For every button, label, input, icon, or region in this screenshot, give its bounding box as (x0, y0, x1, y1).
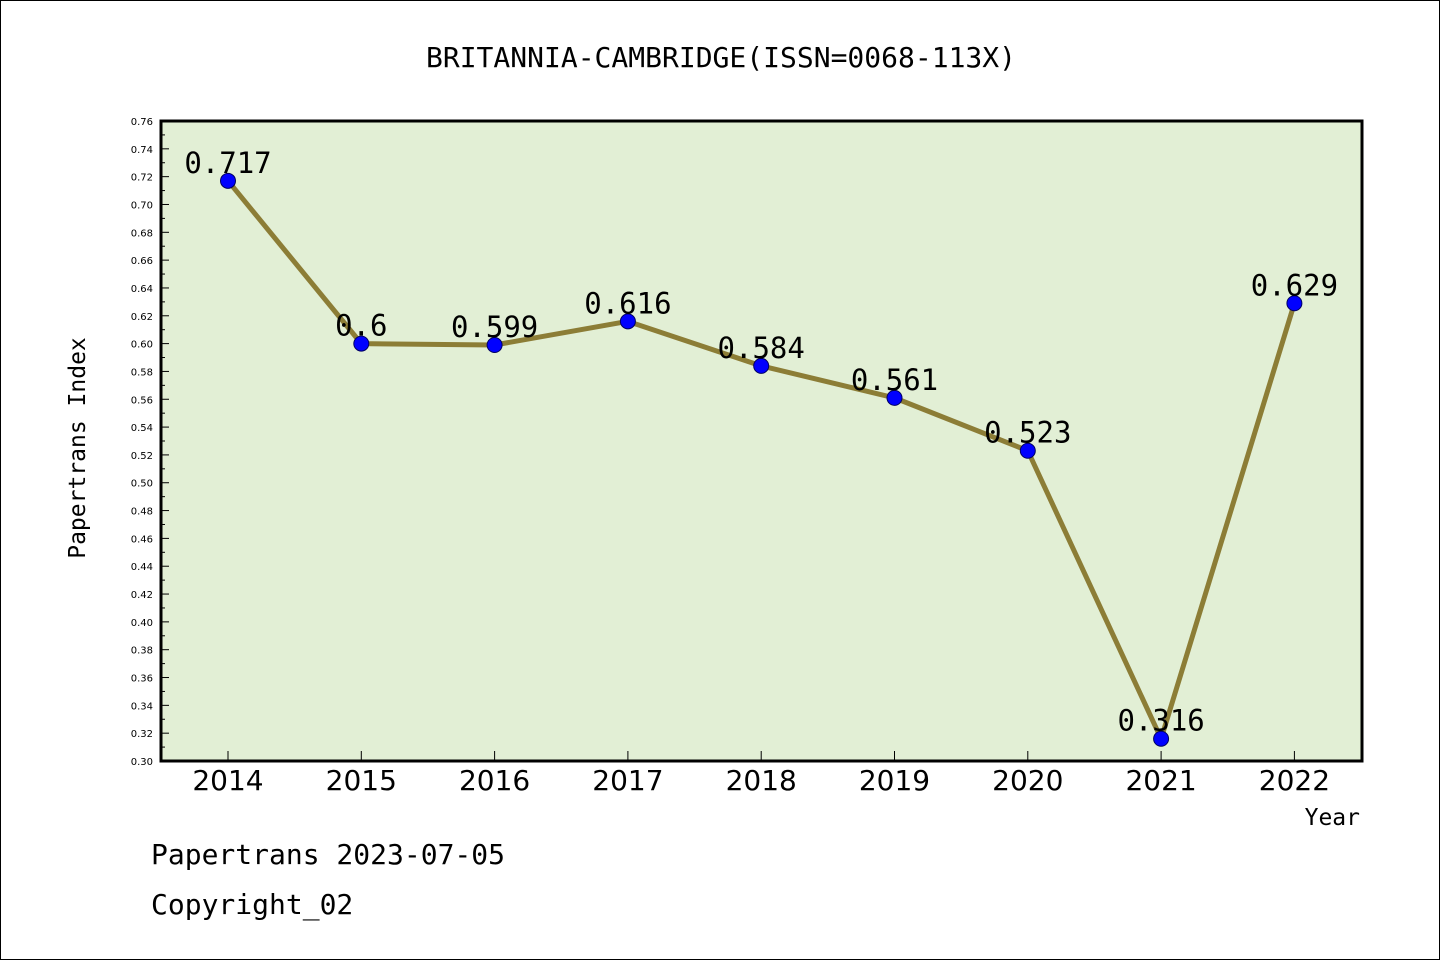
x-tick-label: 2015 (326, 764, 397, 797)
y-tick-label: 0.50 (131, 479, 153, 490)
y-tick-label: 0.32 (131, 729, 153, 740)
x-tick-label: 2017 (592, 764, 663, 797)
x-axis: 2014 2015 2016 2017 2018 2019 2020 2021 2022 (192, 751, 1330, 797)
y-tick-label: 0.40 (131, 618, 153, 629)
data-point-marker (220, 172, 236, 189)
data-label: 0.6 (335, 309, 387, 343)
x-tick-label: 2014 (192, 764, 263, 797)
data-label: 0.629 (1251, 268, 1338, 302)
series-line-group (220, 172, 1303, 747)
y-tick-label: 0.30 (131, 757, 153, 768)
data-point-marker (486, 337, 503, 353)
y-tick-label: 0.52 (131, 451, 153, 462)
y-tick-label: 0.58 (131, 367, 153, 378)
y-axis-label: Papertrans Index (65, 337, 91, 559)
x-tick-label: 2018 (726, 764, 797, 797)
footer-copyright: Copyright_02 (151, 888, 353, 922)
data-point-marker (753, 357, 770, 374)
y-tick-label: 0.74 (131, 145, 153, 156)
y-tick-label: 0.76 (131, 117, 153, 128)
data-label: 0.523 (984, 416, 1071, 450)
data-label-group: 0.717 0.6 0.599 0.616 0.584 0.561 0.523 0.316 0.… (184, 146, 1338, 738)
y-tick-label: 0.72 (131, 173, 153, 184)
y-tick-label: 0.42 (131, 590, 153, 601)
x-tick-label: 2019 (859, 764, 930, 797)
y-tick-label: 0.70 (131, 200, 153, 211)
x-axis-label: Year (1305, 805, 1360, 831)
data-point-marker (1286, 295, 1303, 312)
y-tick-label: 0.36 (131, 674, 153, 685)
data-point-marker (1019, 442, 1036, 459)
data-label: 0.316 (1117, 704, 1204, 738)
footer-date: Papertrans 2023-07-05 (151, 838, 505, 871)
x-tick-label: 2016 (459, 764, 530, 797)
data-label: 0.599 (451, 310, 538, 344)
y-tick-label: 0.38 (131, 646, 153, 657)
y-tick-label: 0.44 (131, 562, 153, 573)
y-tick-label: 0.62 (131, 312, 153, 323)
y-tick-label: 0.68 (131, 228, 153, 239)
data-point-marker (353, 335, 370, 352)
y-tick-label: 0.54 (131, 423, 153, 434)
x-tick-label: 2021 (1125, 764, 1196, 797)
data-label: 0.561 (851, 363, 938, 397)
y-tick-label: 0.56 (131, 395, 153, 406)
chart-title: BRITANNIA-CAMBRIDGE(ISSN=0068-113X) (426, 41, 1016, 74)
y-tick-label: 0.64 (131, 284, 153, 295)
plot-border (159, 119, 1364, 763)
y-tick-label: 0.60 (131, 340, 153, 351)
y-tick-label: 0.66 (131, 256, 153, 267)
x-tick-label: 2020 (992, 764, 1063, 797)
data-label: 0.717 (184, 146, 271, 180)
y-tick-label: 0.48 (131, 507, 153, 518)
data-label: 0.616 (584, 286, 671, 320)
x-tick-label: 2022 (1259, 764, 1330, 797)
y-tick-label: 0.34 (131, 701, 153, 712)
data-point-marker (1153, 730, 1170, 747)
data-point-marker (886, 389, 903, 406)
y-tick-label: 0.46 (131, 534, 153, 545)
plot-area (161, 121, 1362, 761)
data-label: 0.584 (718, 331, 805, 365)
data-point-marker (619, 313, 636, 330)
